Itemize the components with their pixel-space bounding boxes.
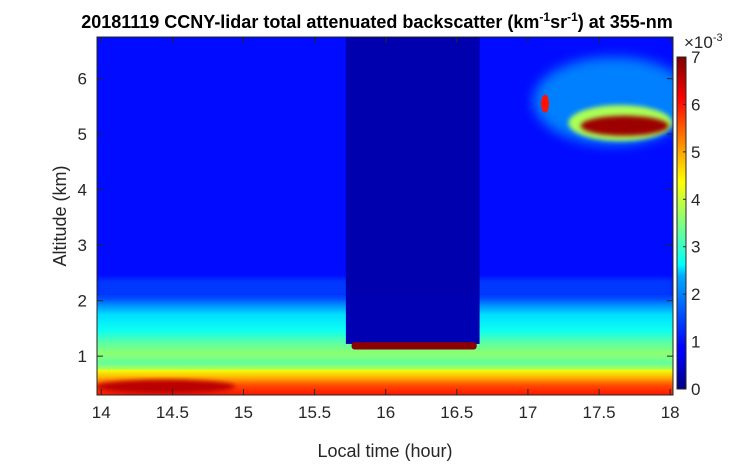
colorbar-multiplier: ×10-3	[684, 32, 723, 52]
x-tick-label: 18	[661, 403, 680, 422]
y-tick-label: 1	[78, 347, 87, 366]
aerosol-core	[97, 379, 236, 394]
x-tick-label: 14	[92, 403, 111, 422]
y-axis-label: Altitude (km)	[50, 165, 70, 266]
colorbar-ticks: 0 1 2 3 4 5 6 7	[683, 48, 700, 399]
y-axis: 1 2 3 4 5 6	[78, 70, 673, 366]
y-tick-label: 3	[78, 236, 87, 255]
colorbar-tick-label: 7	[691, 48, 700, 67]
y-tick-label: 6	[78, 70, 87, 89]
x-tick-label: 16	[376, 403, 395, 422]
x-tick-label: 16.5	[440, 403, 473, 422]
colorbar-tick-label: 2	[691, 285, 700, 304]
chart-title: 20181119 CCNY-lidar total attenuated bac…	[81, 10, 673, 32]
colorbar: 0 1 2 3 4 5 6 7 ×10-3	[676, 32, 723, 399]
x-tick-label: 17.5	[582, 403, 615, 422]
x-tick-label: 15.5	[298, 403, 331, 422]
colorbar-tick-label: 4	[691, 190, 700, 209]
x-axis-label: Local time (hour)	[317, 441, 452, 461]
low-cloud	[351, 342, 477, 350]
x-axis: 14 14.5 15 15.5 16 16.5 17 17.5 18	[92, 37, 680, 422]
colorbar-tick-label: 5	[691, 143, 700, 162]
plot-frame	[96, 36, 674, 396]
colorbar-gradient	[676, 56, 687, 390]
y-tick-label: 5	[78, 125, 87, 144]
x-tick-label: 15	[234, 403, 253, 422]
cirrus-core	[580, 115, 669, 136]
colorbar-tick-label: 6	[691, 95, 700, 114]
x-tick-label: 17	[518, 403, 537, 422]
colorbar-tick-label: 1	[691, 333, 700, 352]
x-tick-label: 14.5	[156, 403, 189, 422]
colorbar-tick-label: 3	[691, 238, 700, 257]
plot-area	[97, 37, 673, 395]
attenuated-column-top	[345, 37, 480, 296]
y-tick-label: 2	[78, 292, 87, 311]
y-tick-label: 4	[78, 181, 87, 200]
cirrus-fragment	[541, 94, 549, 113]
colorbar-tick-label: 0	[691, 380, 700, 399]
